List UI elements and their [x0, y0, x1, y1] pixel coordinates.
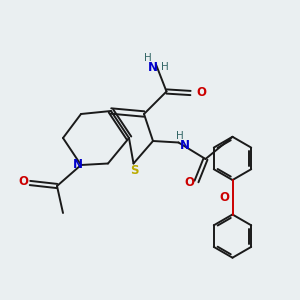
Text: H: H: [176, 131, 184, 141]
Text: O: O: [219, 191, 229, 204]
Text: S: S: [130, 164, 139, 177]
Text: N: N: [72, 158, 82, 171]
Text: H: H: [161, 62, 169, 73]
Text: N: N: [180, 139, 190, 152]
Text: O: O: [18, 175, 28, 188]
Text: O: O: [184, 176, 194, 190]
Text: N: N: [148, 61, 158, 74]
Text: H: H: [144, 53, 152, 63]
Text: O: O: [196, 86, 206, 99]
